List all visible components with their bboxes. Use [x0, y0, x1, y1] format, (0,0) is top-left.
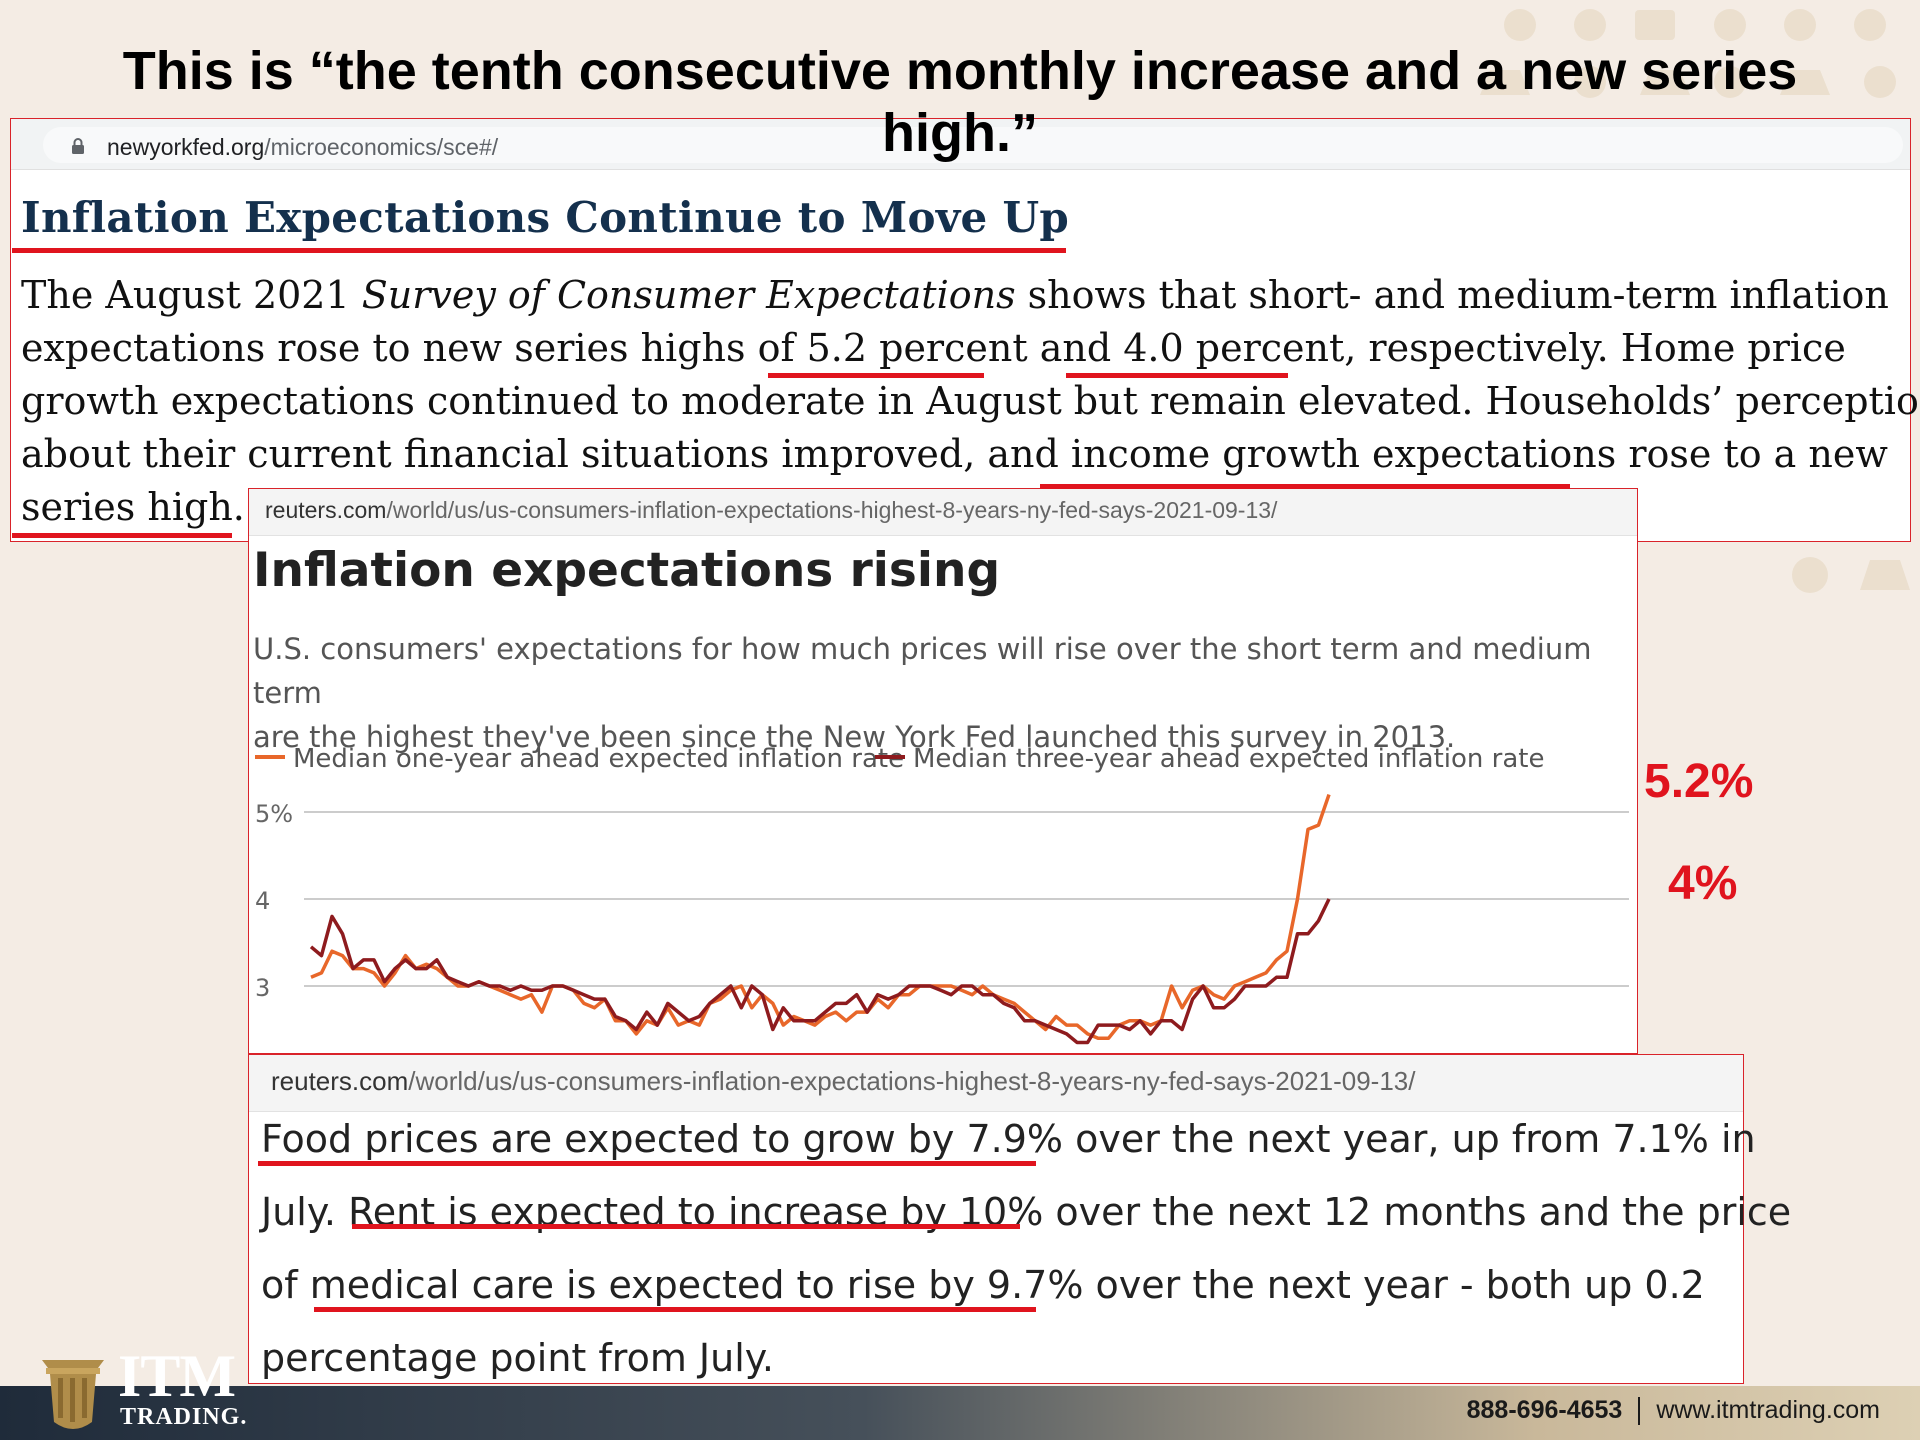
medical-care-phrase: medical care is expected to rise by 9.7%	[309, 1263, 1084, 1307]
y-tick-label: 5%	[255, 800, 293, 828]
url-text: reuters.com/world/us/us-consumers-inflat…	[265, 497, 1278, 523]
reuters-chart-screenshot: reuters.com/world/us/us-consumers-inflat…	[248, 488, 1638, 1054]
inflation-chart: Median one-year ahead expected inflation…	[255, 744, 1629, 1045]
logo-itm: ITM	[118, 1343, 236, 1409]
short-term-value: 5.2 percent	[806, 326, 1028, 370]
underline-food-prices	[258, 1161, 1036, 1166]
excerpt-line-3: of medical care is expected to rise by 9…	[261, 1263, 1705, 1307]
chart-subtitle: U.S. consumers' expectations for how muc…	[253, 632, 1592, 754]
footer-divider	[1638, 1397, 1641, 1426]
pillar-icon	[42, 1360, 104, 1429]
chart-title: Inflation expectations rising	[253, 543, 1001, 598]
reuters-text-screenshot: reuters.com/world/us/us-consumers-inflat…	[248, 1054, 1791, 1384]
url-text: newyorkfed.org/microeconomics/sce#/	[107, 134, 499, 160]
body-line-4: about their current financial situations…	[21, 432, 1888, 476]
underline-series-high	[12, 533, 232, 538]
nyfed-body: The August 2021 Survey of Consumer Expec…	[21, 269, 1920, 534]
underline-income-growth	[1040, 484, 1570, 489]
slide-title: This is “the tenth consecutive monthly i…	[122, 41, 1798, 163]
y-tick-label: 4	[255, 887, 270, 915]
website-link[interactable]: www.itmtrading.com	[1656, 1396, 1880, 1424]
body-line-5: series high.	[21, 485, 245, 529]
underline-5-2-percent	[768, 373, 984, 378]
excerpt-line-1: Food prices are expected to grow by 7.9%…	[261, 1117, 1756, 1161]
body-line-1: The August 2021 Survey of Consumer Expec…	[21, 273, 1889, 317]
phone-number[interactable]: 888-696-4653	[1466, 1396, 1623, 1424]
medium-term-value: 4.0 percent	[1123, 326, 1345, 370]
excerpt-line-2: July. Rent is expected to increase by 10…	[261, 1190, 1792, 1234]
legend-label-0: Median one-year ahead expected inflation…	[293, 744, 904, 774]
income-growth-phrase: income growth expectations	[1070, 432, 1617, 476]
url-pill[interactable]: newyorkfed.org/microeconomics/sce#/	[43, 127, 1903, 163]
series-line-three-year	[309, 898, 1331, 1045]
footer-bar	[0, 1386, 1920, 1440]
browser-address-bar[interactable]: newyorkfed.org/microeconomics/sce#/	[11, 119, 1910, 170]
nyfed-headline: Inflation Expectations Continue to Move …	[21, 193, 1070, 242]
callout-one-year: 5.2%	[1644, 755, 1754, 808]
lock-icon	[72, 138, 84, 154]
underline-medical-care	[314, 1307, 1036, 1312]
underline-rent	[352, 1224, 1020, 1229]
underline-headline	[12, 248, 1066, 253]
url-text: reuters.com/world/us/us-consumers-inflat…	[271, 1066, 1416, 1096]
footer-contact: 888-696-4653 www.itmtrading.com	[1466, 1396, 1880, 1426]
underline-4-0-percent	[1066, 373, 1288, 378]
body-line-3: growth expectations continued to moderat…	[21, 379, 1920, 423]
callout-three-year: 4%	[1668, 857, 1738, 910]
nyfed-screenshot: newyorkfed.org/microeconomics/sce#/ Infl…	[10, 118, 1920, 542]
browser-address-bar[interactable]: reuters.com/world/us/us-consumers-inflat…	[249, 489, 1637, 536]
logo-trading: TRADING.	[120, 1404, 248, 1430]
itm-trading-logo: ITM TRADING.	[38, 1346, 258, 1436]
food-price-phrase: Food prices are expected to grow by 7.9%	[261, 1117, 1064, 1161]
browser-address-bar[interactable]: reuters.com/world/us/us-consumers-inflat…	[249, 1055, 1743, 1112]
reuters-excerpt: Food prices are expected to grow by 7.9%…	[261, 1103, 1792, 1395]
excerpt-line-4: percentage point from July.	[261, 1336, 774, 1380]
series-line-one-year	[310, 794, 1331, 1040]
y-tick-label: 3	[255, 974, 270, 1002]
body-line-2: expectations rose to new series highs of…	[21, 326, 1846, 370]
legend-label-1: Median three-year ahead expected inflati…	[913, 744, 1545, 774]
survey-name: Survey of Consumer Expectations	[361, 273, 1016, 317]
